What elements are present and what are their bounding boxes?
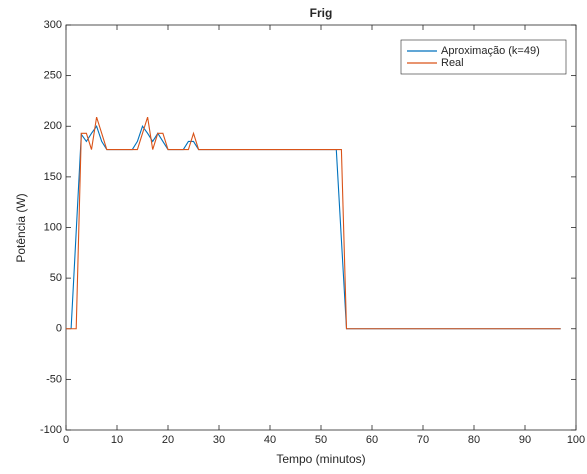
x-tick-label: 90 [519,434,531,446]
y-tick-label: 100 [44,221,62,233]
x-tick-label: 50 [315,434,327,446]
x-tick-label: 40 [264,434,276,446]
x-tick-label: 70 [417,434,429,446]
x-tick-label: 30 [213,434,225,446]
legend-box [400,39,567,75]
x-tick-label: 20 [162,434,174,446]
x-tick-label: 10 [111,434,123,446]
plot-area [65,24,577,431]
y-tick-label: 300 [44,19,62,31]
chart-title: Frig [310,6,333,20]
y-tick-label: 250 [44,70,62,82]
y-tick-label: 200 [44,120,62,132]
y-tick-label: 50 [50,272,62,284]
legend-label: Aproximação (k=49) [441,45,540,57]
data-line [66,116,561,330]
x-tick-label: 80 [468,434,480,446]
y-tick-label: 0 [56,323,62,335]
legend-label: Real [441,57,464,69]
y-tick-label: -100 [40,424,62,436]
x-tick-label: 100 [567,434,585,446]
x-axis-label: Tempo (minutos) [276,452,365,466]
y-tick-label: -50 [46,373,62,385]
y-axis-label: Potência (W) [14,193,28,262]
y-tick-label: 150 [44,171,62,183]
x-tick-label: 0 [63,434,69,446]
x-tick-label: 60 [366,434,378,446]
